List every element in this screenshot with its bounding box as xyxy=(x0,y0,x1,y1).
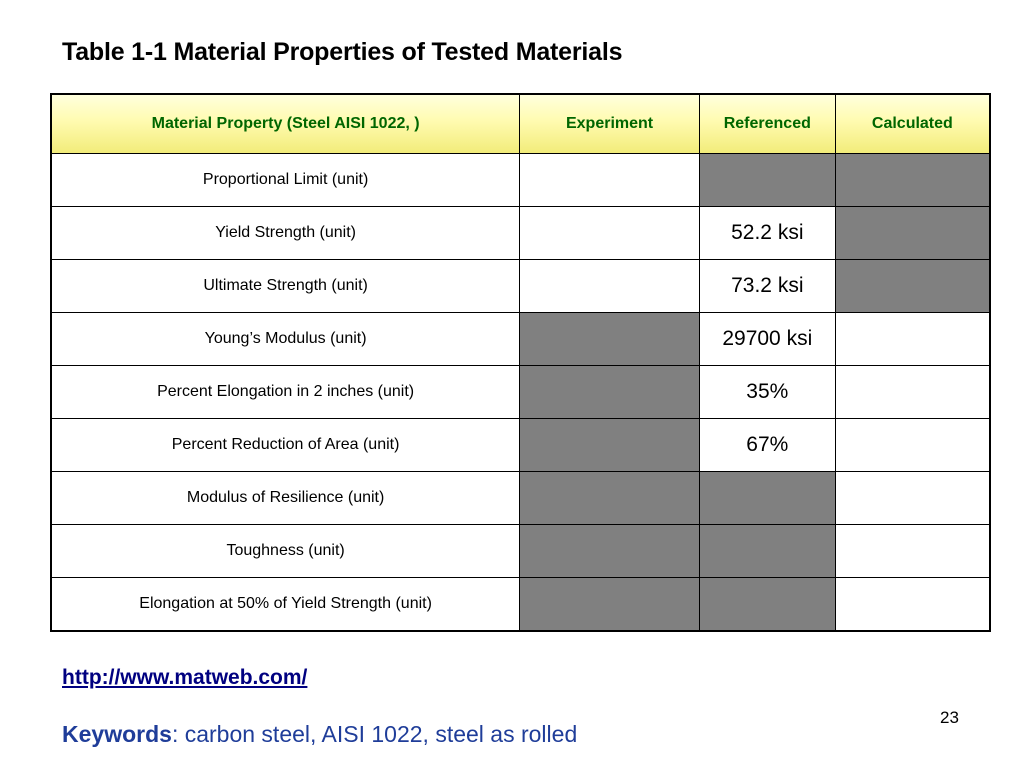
keywords-text: : carbon steel, AISI 1022, steel as roll… xyxy=(171,721,578,747)
table-row: Proportional Limit (unit) xyxy=(50,153,991,207)
table-row: Percent Elongation in 2 inches (unit) 35% xyxy=(50,365,991,419)
header-experiment: Experiment xyxy=(519,93,700,154)
property-cell: Ultimate Strength (unit) xyxy=(50,259,521,313)
calculated-cell xyxy=(834,577,991,632)
property-cell: Elongation at 50% of Yield Strength (uni… xyxy=(50,577,521,632)
referenced-cell: 52.2 ksi xyxy=(698,206,836,260)
page-title: Table 1-1 Material Properties of Tested … xyxy=(62,38,623,66)
calculated-cell xyxy=(834,471,991,525)
calculated-cell xyxy=(834,206,991,260)
header-referenced: Referenced xyxy=(698,93,836,154)
property-cell: Modulus of Resilience (unit) xyxy=(50,471,521,525)
table-body: Proportional Limit (unit) Yield Strength … xyxy=(50,153,991,632)
experiment-cell xyxy=(519,418,700,472)
property-cell: Toughness (unit) xyxy=(50,524,521,578)
experiment-cell xyxy=(519,153,700,207)
experiment-cell xyxy=(519,524,700,578)
referenced-cell xyxy=(698,524,836,578)
table-row: Ultimate Strength (unit) 73.2 ksi xyxy=(50,259,991,313)
referenced-cell: 67% xyxy=(698,418,836,472)
experiment-cell xyxy=(519,577,700,632)
calculated-cell xyxy=(834,418,991,472)
matweb-link[interactable]: http://www.matweb.com/ xyxy=(62,666,308,689)
header-calculated: Calculated xyxy=(834,93,991,154)
table-row: Young’s Modulus (unit) 29700 ksi xyxy=(50,312,991,366)
referenced-cell: 73.2 ksi xyxy=(698,259,836,313)
keywords-line: Keywords: carbon steel, AISI 1022, steel… xyxy=(62,721,577,748)
experiment-cell xyxy=(519,471,700,525)
calculated-cell xyxy=(834,153,991,207)
table-row: Percent Reduction of Area (unit) 67% xyxy=(50,418,991,472)
experiment-cell xyxy=(519,365,700,419)
calculated-cell xyxy=(834,259,991,313)
table-row: Elongation at 50% of Yield Strength (uni… xyxy=(50,577,991,632)
table-header-row: Material Property (Steel AISI 1022, ) Ex… xyxy=(50,93,991,154)
header-material-property: Material Property (Steel AISI 1022, ) xyxy=(50,93,521,154)
calculated-cell xyxy=(834,524,991,578)
material-properties-table: Material Property (Steel AISI 1022, ) Ex… xyxy=(50,93,991,632)
property-cell: Percent Elongation in 2 inches (unit) xyxy=(50,365,521,419)
property-cell: Proportional Limit (unit) xyxy=(50,153,521,207)
referenced-cell xyxy=(698,153,836,207)
property-cell: Young’s Modulus (unit) xyxy=(50,312,521,366)
referenced-cell xyxy=(698,577,836,632)
property-cell: Yield Strength (unit) xyxy=(50,206,521,260)
referenced-cell: 35% xyxy=(698,365,836,419)
property-cell: Percent Reduction of Area (unit) xyxy=(50,418,521,472)
table-row: Toughness (unit) xyxy=(50,524,991,578)
experiment-cell xyxy=(519,312,700,366)
calculated-cell xyxy=(834,312,991,366)
table-row: Modulus of Resilience (unit) xyxy=(50,471,991,525)
keywords-label: Keywords xyxy=(62,721,172,747)
calculated-cell xyxy=(834,365,991,419)
referenced-cell xyxy=(698,471,836,525)
experiment-cell xyxy=(519,206,700,260)
experiment-cell xyxy=(519,259,700,313)
page-number: 23 xyxy=(940,708,959,727)
referenced-cell: 29700 ksi xyxy=(698,312,836,366)
table-row: Yield Strength (unit) 52.2 ksi xyxy=(50,206,991,260)
